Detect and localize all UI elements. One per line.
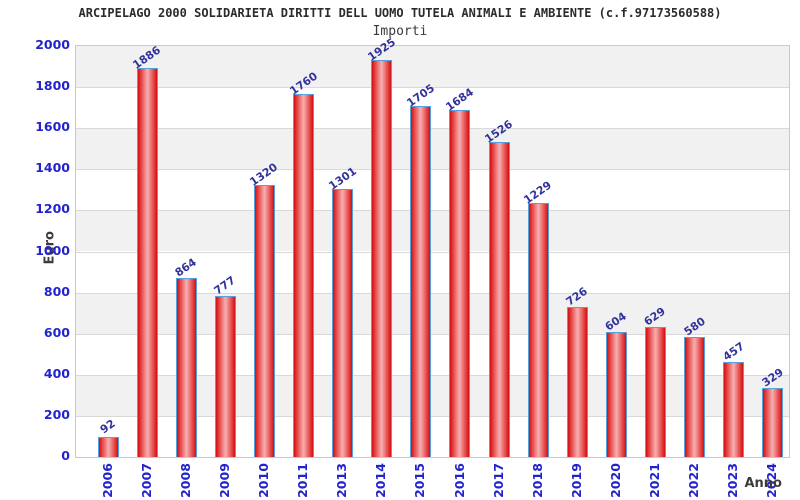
x-tick-label: 2022 — [686, 461, 702, 499]
plot-band — [76, 169, 789, 210]
chart-title: ARCIPELAGO 2000 SOLIDARIETA DIRITTI DELL… — [78, 6, 722, 20]
bar — [175, 278, 197, 457]
x-tick-text: 2008 — [177, 462, 193, 498]
x-tick-text: 2016 — [451, 462, 467, 498]
bar — [488, 142, 510, 457]
y-tick-label: 0 — [61, 448, 70, 463]
y-tick-label: 1000 — [35, 242, 70, 258]
gridline — [76, 169, 789, 171]
x-tick-label: 2006 — [99, 461, 115, 499]
x-tick-label: 2011 — [295, 461, 311, 499]
x-tick-text: 2013 — [334, 462, 350, 498]
y-tick-label: 1800 — [35, 78, 70, 94]
x-tick-label: 2014 — [373, 461, 389, 499]
bar — [684, 336, 705, 457]
y-tick-label: 2000 — [35, 37, 70, 52]
plot-band — [76, 46, 789, 88]
x-tick-text: 2023 — [725, 462, 741, 498]
bar — [371, 60, 393, 457]
bar — [644, 326, 666, 457]
plot-band — [76, 128, 789, 170]
x-tick-label: 2021 — [646, 461, 662, 499]
x-tick-text: 2007 — [138, 462, 154, 498]
x-tick-text: 2020 — [607, 462, 623, 498]
x-tick-text: 2009 — [216, 462, 232, 498]
gridline — [76, 210, 789, 212]
bar — [449, 109, 471, 457]
x-tick-label: 2020 — [607, 461, 623, 499]
gridline — [76, 251, 789, 253]
x-tick-text: 2017 — [490, 462, 506, 498]
x-tick-label: 2009 — [216, 461, 232, 499]
x-tick-label: 2018 — [529, 461, 545, 499]
gridline — [76, 415, 789, 417]
x-tick-label: 2008 — [177, 461, 193, 499]
x-tick-text: 2021 — [646, 462, 662, 498]
x-tick-text: 2015 — [412, 462, 428, 498]
x-tick-label: 2007 — [138, 461, 154, 499]
bar — [214, 296, 236, 457]
x-tick-label: 2016 — [451, 461, 467, 499]
bar — [762, 388, 784, 457]
x-tick-label: 2013 — [334, 461, 350, 499]
gridline — [76, 87, 789, 89]
bar — [293, 94, 314, 457]
x-tick-text: 2010 — [255, 462, 271, 498]
bar — [97, 437, 119, 457]
gridline — [76, 128, 789, 130]
plot-area: 92 1886 864 777 1320 1760 1301 1925 1705 1684 1526… — [75, 36, 790, 458]
x-tick-text: 2022 — [686, 462, 702, 498]
gridline — [76, 292, 789, 294]
bar — [566, 306, 588, 457]
x-tick-label: 2017 — [490, 461, 506, 499]
y-tick-label: 600 — [43, 324, 70, 340]
x-tick-text: 2006 — [99, 462, 115, 498]
bar — [253, 184, 275, 457]
x-tick-label: 2015 — [412, 461, 428, 499]
x-tick-text: 2014 — [373, 462, 389, 498]
x-axis-title: Anno — [744, 476, 782, 491]
x-tick-text: 2019 — [568, 462, 584, 498]
gridline — [76, 374, 789, 376]
bar — [410, 105, 432, 457]
y-tick-label: 400 — [43, 365, 70, 381]
x-tick-label: 2019 — [568, 461, 584, 499]
y-tick-label: 1600 — [35, 119, 70, 135]
y-tick-label: 200 — [43, 406, 70, 422]
y-tick-label: 800 — [43, 283, 70, 299]
chart-subtitle: Importi — [372, 24, 428, 39]
bar — [605, 331, 627, 457]
bar — [527, 203, 549, 457]
bar — [332, 188, 354, 457]
bar — [136, 68, 158, 457]
x-tick-label: 2010 — [255, 461, 271, 499]
bar — [723, 362, 745, 457]
gridline — [76, 333, 789, 335]
y-tick-label: 1400 — [35, 160, 70, 176]
x-tick-label: 2023 — [725, 461, 741, 499]
x-tick-text: 2011 — [295, 462, 311, 498]
y-tick-label: 1200 — [35, 201, 70, 217]
plot-band — [76, 210, 789, 252]
x-tick-text: 2018 — [529, 462, 545, 498]
